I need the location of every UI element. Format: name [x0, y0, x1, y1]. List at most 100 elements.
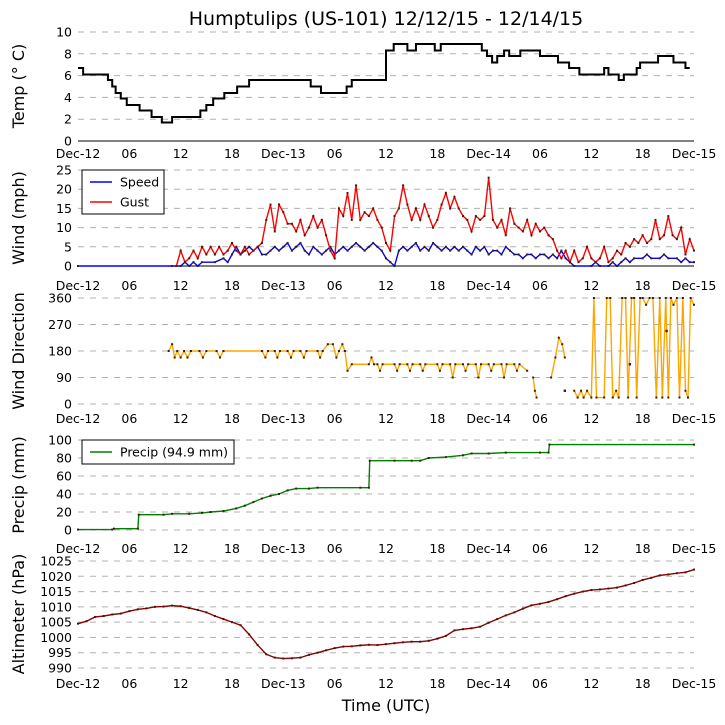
data-point [196, 257, 199, 260]
data-point [278, 493, 281, 495]
data-point [423, 203, 426, 206]
data-point [290, 222, 293, 225]
data-point [573, 592, 576, 595]
data-point [367, 245, 370, 248]
data-point [564, 249, 567, 252]
y-tick-label: 0 [64, 259, 72, 274]
data-point [410, 245, 413, 248]
data-point [466, 218, 469, 221]
data-point [77, 265, 79, 267]
x-tick-label: 12 [378, 411, 394, 426]
data-point [370, 356, 373, 359]
data-point [500, 218, 503, 221]
data-point [269, 203, 272, 206]
data-point [367, 486, 370, 489]
data-point [329, 249, 332, 252]
x-tick-label: 12 [583, 411, 599, 426]
data-point [303, 249, 306, 252]
data-point [112, 527, 115, 530]
data-point [385, 643, 387, 646]
data-point [491, 249, 494, 252]
data-point [222, 510, 225, 513]
x-tick-label: Dec-13 [261, 411, 306, 426]
y-tick-label: 20 [56, 182, 72, 197]
y-tick-label: 1005 [40, 615, 72, 630]
data-point [573, 249, 576, 252]
data-point [530, 234, 533, 237]
data-point [449, 363, 452, 366]
data-point [205, 253, 208, 256]
data-point [205, 611, 208, 614]
data-point [367, 363, 370, 366]
data-point [616, 249, 618, 252]
y-tick-label: 1000 [40, 630, 72, 645]
data-point [590, 589, 593, 592]
x-tick-label: 12 [173, 146, 189, 161]
data-point [641, 257, 644, 260]
x-tick-label: 06 [121, 541, 137, 556]
data-point [269, 494, 272, 497]
data-point [561, 343, 564, 346]
x-tick-label: 12 [583, 146, 599, 161]
data-point [248, 633, 251, 636]
y-tick-label: 40 [56, 487, 72, 502]
data-point [675, 572, 678, 575]
data-point [603, 245, 606, 248]
data-point [611, 257, 614, 260]
data-point [218, 245, 221, 248]
series-direction-line [168, 342, 528, 378]
data-point [611, 396, 614, 399]
data-point [333, 257, 336, 260]
data-point [624, 297, 627, 299]
data-point [393, 642, 396, 645]
data-point [641, 297, 644, 299]
data-point [470, 627, 473, 630]
data-point [462, 628, 464, 631]
data-point [128, 610, 131, 613]
data-point [624, 257, 627, 260]
x-tick-label: Dec-13 [261, 541, 306, 556]
data-point [286, 489, 289, 492]
data-point [278, 350, 281, 352]
data-point [633, 238, 636, 241]
data-point [479, 218, 482, 221]
data-point [154, 605, 156, 608]
data-point [490, 369, 493, 372]
data-point [688, 261, 691, 264]
data-point [273, 245, 276, 248]
data-point [449, 249, 452, 252]
data-point [627, 396, 630, 399]
data-point [496, 618, 499, 621]
data-point [453, 245, 456, 248]
data-point [213, 253, 216, 256]
x-tick-label: 06 [532, 411, 548, 426]
data-point [576, 396, 579, 399]
data-point [367, 643, 370, 646]
data-point [231, 241, 233, 244]
x-tick-label: Dec-15 [672, 146, 717, 161]
data-point [350, 245, 353, 248]
data-point [260, 350, 263, 352]
data-point [513, 363, 516, 366]
data-point [560, 249, 563, 252]
data-point [264, 356, 267, 359]
data-point [269, 249, 272, 252]
data-point [672, 303, 675, 306]
data-point [427, 457, 430, 459]
data-point [680, 226, 683, 229]
y-tick-label: 4 [64, 90, 72, 105]
data-point [521, 607, 524, 610]
data-point [483, 215, 486, 218]
data-point [479, 363, 482, 366]
data-point [681, 297, 684, 299]
data-point [295, 245, 298, 248]
data-point [684, 257, 687, 260]
series-gust-line [175, 177, 695, 267]
data-point [427, 639, 430, 642]
legend: Precip (94.9 mm) [81, 439, 235, 465]
data-point [654, 218, 657, 221]
x-tick-label: 18 [429, 676, 445, 691]
x-tick-label: 06 [532, 541, 548, 556]
data-point [380, 249, 383, 252]
